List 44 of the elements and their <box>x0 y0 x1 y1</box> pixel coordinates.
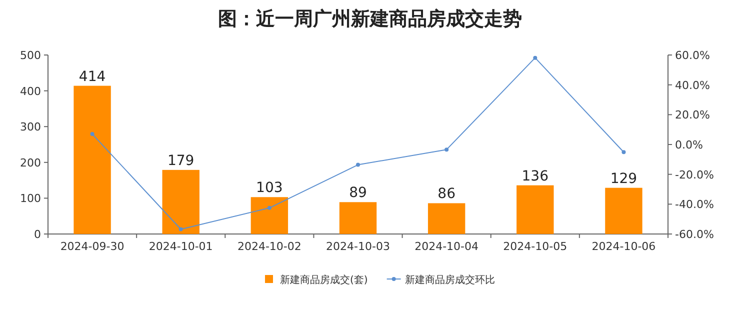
bar <box>516 185 554 234</box>
x-tick-label: 2024-10-04 <box>414 240 479 253</box>
y2-tick-label: -20.0% <box>675 168 714 182</box>
data-label: 179 <box>167 152 194 169</box>
bar <box>74 86 111 234</box>
bar <box>339 202 377 234</box>
bar <box>250 197 288 234</box>
y-tick-label: 200 <box>20 156 41 170</box>
point <box>622 150 626 154</box>
x-tick-label: 2024-10-02 <box>237 240 302 253</box>
point <box>90 132 94 136</box>
y2-tick-label: -60.0% <box>675 228 714 241</box>
y2-tick-label: 20.0% <box>675 108 710 122</box>
point <box>178 227 183 232</box>
data-label: 129 <box>610 170 638 187</box>
x-tick-label: 2024-10-05 <box>503 240 568 253</box>
x-tick-label: 2024-10-01 <box>148 240 213 253</box>
point <box>267 206 272 210</box>
y2-tick-label: 0.0% <box>675 138 703 152</box>
legend-label: 新建商品房成交环比 <box>404 274 495 286</box>
y-tick-label: 100 <box>20 192 41 206</box>
chart-title: 图：近一周广州新建商品房成交走势 <box>218 8 522 30</box>
y2-tick-label: -40.0% <box>675 198 714 212</box>
y2-tick-label: 40.0% <box>675 78 710 92</box>
data-label: 136 <box>522 168 549 184</box>
x-tick-label: 2024-10-06 <box>592 240 656 253</box>
data-label: 414 <box>78 68 106 85</box>
y-tick-label: 300 <box>20 120 41 134</box>
bar <box>162 170 200 234</box>
data-label: 89 <box>349 185 367 202</box>
bar <box>605 188 642 234</box>
point <box>444 148 449 152</box>
point <box>356 162 360 167</box>
data-label: 103 <box>256 180 283 196</box>
y-tick-label: 400 <box>20 84 41 98</box>
y-tick-label: 500 <box>20 49 41 62</box>
legend-label: 新建商品房成交(套) <box>280 274 368 286</box>
data-label: 86 <box>438 186 456 202</box>
point <box>533 56 538 60</box>
bar <box>428 203 466 234</box>
y2-tick-label: 60.0% <box>675 49 710 62</box>
y-tick-label: 0 <box>34 228 41 241</box>
x-tick-label: 2024-10-03 <box>326 240 390 253</box>
x-tick-label: 2024-09-30 <box>60 240 124 253</box>
